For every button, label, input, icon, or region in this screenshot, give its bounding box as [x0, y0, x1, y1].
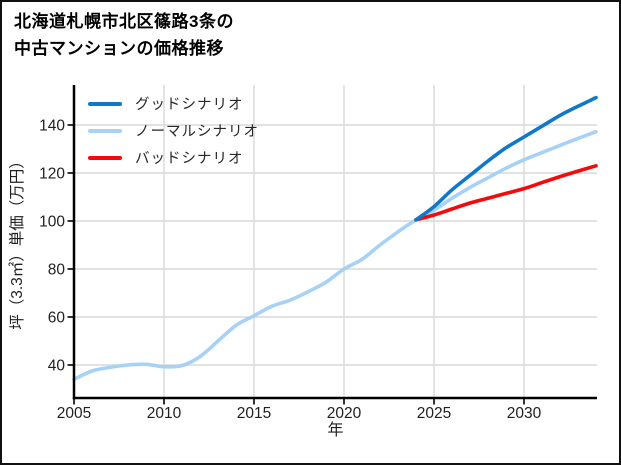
- bad-line-swatch: [88, 155, 122, 160]
- x-tick-label: 2020: [327, 405, 362, 422]
- x-tick-label: 2030: [507, 405, 542, 422]
- y-tick-label: 60: [48, 310, 66, 327]
- x-axis-label: 年: [327, 421, 343, 439]
- series-line-good: [414, 95, 598, 222]
- page-title-line2: 中古マンションの価格推移: [14, 39, 224, 58]
- legend-item-normal: ノーマルシナリオ: [88, 117, 259, 144]
- y-axis-label: 坪（3.3㎡）単価（万円）: [8, 153, 26, 330]
- legend-item-bad: バッドシナリオ: [88, 144, 259, 171]
- legend-label-good: グッドシナリオ: [135, 97, 244, 113]
- y-tick-label: 80: [48, 262, 66, 279]
- x-tick-label: 2010: [147, 405, 182, 422]
- y-tick-label: 100: [39, 214, 65, 231]
- legend-label-normal: ノーマルシナリオ: [135, 124, 259, 140]
- series-line-bad: [414, 164, 598, 222]
- x-tick-label: 2015: [237, 405, 271, 422]
- y-tick-label: 120: [39, 166, 65, 183]
- page-title-line1: 北海道札幌市北区篠路3条の: [14, 12, 234, 31]
- legend-label-bad: バッドシナリオ: [135, 151, 244, 167]
- chart-legend: グッドシナリオ ノーマルシナリオ バッドシナリオ: [88, 90, 259, 171]
- page-title: 北海道札幌市北区篠路3条の 中古マンションの価格推移: [14, 8, 234, 62]
- x-tick-label: 2025: [417, 405, 451, 422]
- legend-item-good: グッドシナリオ: [88, 90, 259, 117]
- normal-line-swatch: [88, 128, 122, 133]
- good-line-swatch: [88, 101, 122, 106]
- x-tick-label: 2005: [57, 405, 91, 422]
- y-tick-label: 40: [48, 358, 66, 375]
- series-line-normal: [72, 129, 598, 382]
- y-tick-label: 140: [39, 118, 65, 135]
